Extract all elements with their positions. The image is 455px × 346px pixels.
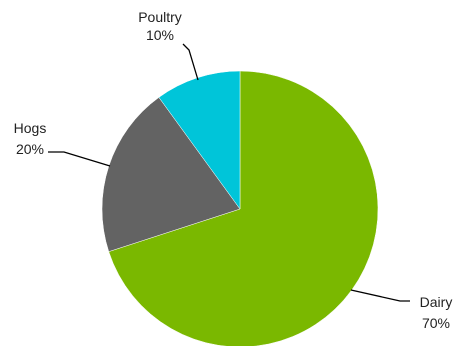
slice-labels: Poultry 10% Hogs 20% Dairy 70% xyxy=(14,9,453,331)
label-hogs-percent: 20% xyxy=(16,141,44,157)
label-dairy-name: Dairy xyxy=(420,294,453,310)
leader-line-hogs xyxy=(48,151,111,167)
leader-line-dairy xyxy=(350,289,410,302)
leader-line-poultry xyxy=(182,43,199,81)
slice-hogs xyxy=(101,97,241,252)
pie-slices xyxy=(101,70,379,346)
label-poultry-name: Poultry xyxy=(138,9,182,25)
label-hogs-name: Hogs xyxy=(14,120,47,136)
label-dairy-percent: 70% xyxy=(422,315,450,331)
label-poultry-percent: 10% xyxy=(146,27,174,43)
